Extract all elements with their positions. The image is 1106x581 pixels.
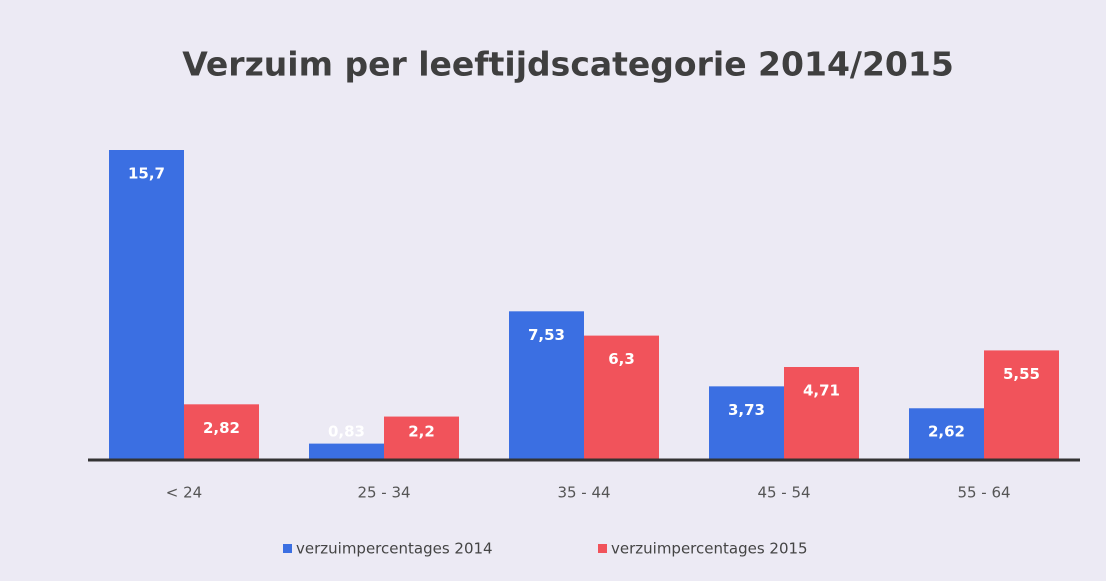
value-label: 15,7 <box>128 165 165 183</box>
value-label: 7,53 <box>528 326 565 344</box>
bar <box>309 443 384 460</box>
x-tick-label: 25 - 34 <box>357 484 410 502</box>
bar <box>109 150 184 460</box>
legend-swatch <box>598 544 607 553</box>
bar <box>509 311 584 460</box>
value-label: 3,73 <box>728 401 765 419</box>
legend-label: verzuimpercentages 2015 <box>611 540 808 558</box>
bar <box>909 408 984 460</box>
x-tick-label: 45 - 54 <box>757 484 810 502</box>
value-label: 2,62 <box>928 423 965 441</box>
x-tick-label: < 24 <box>166 484 202 502</box>
bar <box>384 416 459 460</box>
value-label: 4,71 <box>803 382 840 400</box>
value-label: 6,3 <box>608 350 635 368</box>
bar <box>784 367 859 460</box>
value-label: 2,2 <box>408 423 435 441</box>
x-tick-label: 55 - 64 <box>957 484 1010 502</box>
bar <box>184 404 259 460</box>
bar <box>984 350 1059 460</box>
bar <box>709 386 784 460</box>
x-tick-label: 35 - 44 <box>557 484 610 502</box>
legend-label: verzuimpercentages 2014 <box>296 540 493 558</box>
value-label: 2,82 <box>203 419 240 437</box>
value-label: 5,55 <box>1003 365 1040 383</box>
value-label: 0,83 <box>328 423 365 441</box>
bar <box>584 335 659 460</box>
chart-title: Verzuim per leeftijdscategorie 2014/2015 <box>182 45 954 84</box>
legend-swatch <box>283 544 292 553</box>
